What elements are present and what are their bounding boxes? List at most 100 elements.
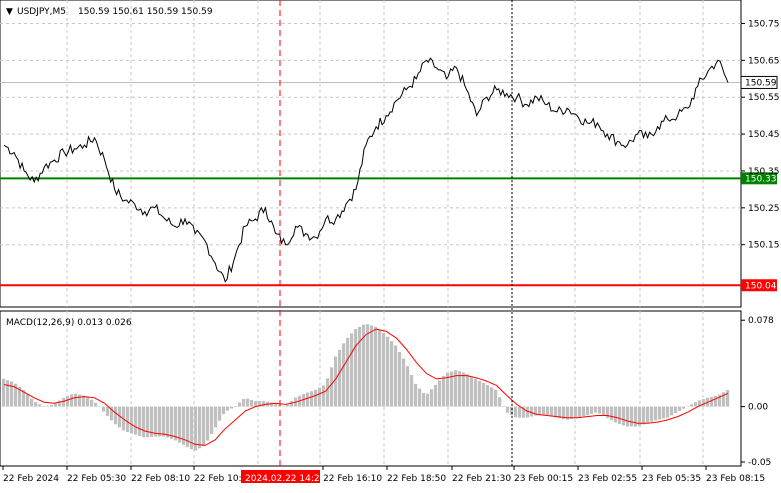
time-tick-label: 23 Feb 08:15 <box>706 474 765 484</box>
macd-bar <box>134 406 138 435</box>
macd-bar <box>98 406 102 408</box>
time-tick-label: 22 Feb 05:30 <box>67 474 126 484</box>
macd-bar <box>426 393 430 407</box>
macd-bar <box>214 406 218 428</box>
macd-bar <box>666 406 670 418</box>
macd-bar <box>290 400 294 407</box>
macd-bar <box>662 406 666 419</box>
macd-bar <box>346 337 350 407</box>
time-axis[interactable]: 22 Feb 2024 22 Feb 05:30 22 Feb 08:10 22 Fe… <box>2 466 765 484</box>
macd-bar <box>386 336 390 407</box>
time-tick-label: 22 Feb 08:10 <box>131 474 190 484</box>
macd-tick-label: 0.078 <box>748 316 774 326</box>
macd-bar <box>162 406 166 437</box>
macd-bar <box>406 366 410 407</box>
price-tick-label: 150.65 <box>748 56 780 66</box>
macd-bar <box>190 406 194 450</box>
macd-bar <box>430 389 434 407</box>
macd-bar <box>150 406 154 437</box>
macd-bar <box>170 406 174 439</box>
macd-bar <box>210 406 214 435</box>
macd-bar <box>558 406 562 419</box>
price-axis[interactable]: 150.75 150.65 150.55 150.45 150.35 150.25 150.… <box>741 19 780 251</box>
price-tick-label: 150.45 <box>748 130 780 140</box>
macd-bar <box>710 396 714 407</box>
macd-bar <box>378 329 382 407</box>
macd-bar <box>418 388 422 407</box>
macd-bar <box>146 406 150 438</box>
macd-bar <box>142 406 146 438</box>
macd-bar <box>370 325 374 407</box>
macd-bar <box>350 333 354 407</box>
macd-bar <box>534 406 538 416</box>
macd-bar <box>186 406 190 448</box>
macd-bar <box>62 397 66 407</box>
macd-bar <box>286 404 290 407</box>
macd-bar <box>90 399 94 407</box>
macd-tick-label: -0.05 <box>748 458 771 468</box>
macd-axis[interactable]: 0.078 0.00 -0.05 <box>741 316 774 468</box>
macd-bar <box>694 402 698 407</box>
macd-bar <box>526 406 530 418</box>
macd-bar <box>670 406 674 416</box>
macd-bar <box>590 406 594 414</box>
macd-bar <box>254 401 258 407</box>
macd-bar <box>338 349 342 407</box>
macd-bar <box>206 406 210 441</box>
price-tick-label: 150.35 <box>748 167 780 177</box>
macd-bar <box>474 378 478 407</box>
macd-bar <box>106 406 110 416</box>
macd-bar <box>330 367 334 407</box>
macd-bar <box>562 406 566 420</box>
macd-bar <box>498 397 502 407</box>
macd-bar <box>502 406 506 407</box>
macd-bar <box>618 406 622 425</box>
macd-bar <box>302 394 306 407</box>
macd-bar <box>462 372 466 407</box>
macd-bar <box>22 389 26 407</box>
macd-bar <box>382 332 386 407</box>
macd-bar <box>602 406 606 416</box>
macd-bar <box>158 406 162 437</box>
time-tick-label: 22 Feb 18:50 <box>387 474 446 484</box>
macd-bar <box>414 383 418 407</box>
macd-bar <box>166 406 170 438</box>
macd-bar <box>690 404 694 407</box>
macd-bar <box>518 406 522 418</box>
dropdown-triangle-icon[interactable]: ▼ <box>6 7 13 17</box>
macd-bar <box>578 406 582 418</box>
macd-bar <box>506 406 510 413</box>
price-series-line <box>3 57 729 283</box>
macd-bar <box>654 406 658 421</box>
macd-bar <box>222 406 226 415</box>
level-tag-label: 150.33 <box>745 174 777 184</box>
macd-bar <box>18 386 22 407</box>
macd-bar <box>482 382 486 407</box>
time-highlight-tag <box>241 470 320 483</box>
level-tag-resistance <box>741 279 777 292</box>
macd-bar <box>118 406 122 428</box>
macd-bar <box>554 406 558 418</box>
macd-bar <box>550 406 554 417</box>
macd-bar <box>78 394 82 407</box>
macd-bar <box>34 402 38 407</box>
macd-bar <box>658 406 662 420</box>
macd-bar <box>202 406 206 446</box>
macd-bar <box>114 406 118 425</box>
level-tag-support <box>741 172 777 185</box>
macd-bar <box>718 394 722 407</box>
macd-bar <box>630 406 634 427</box>
macd-bar <box>94 402 98 407</box>
time-tick-label: 22 Feb 21:30 <box>452 474 511 484</box>
macd-bar <box>574 406 578 418</box>
macd-bar <box>238 402 242 407</box>
macd-bar <box>698 400 702 407</box>
macd-bar <box>282 406 286 407</box>
time-tick-label: 22 Feb 10:50 <box>194 474 253 484</box>
macd-bar <box>270 402 274 407</box>
macd-bar <box>310 391 314 407</box>
macd-bar <box>70 394 74 407</box>
macd-bar <box>306 392 310 407</box>
